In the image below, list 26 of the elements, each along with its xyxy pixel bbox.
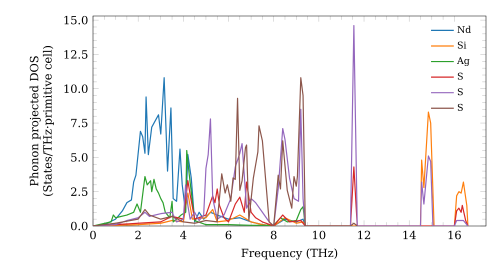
y-axis-title: Phonon projected DOS (States/THz·primitive cell) [30, 46, 54, 196]
x-tick-label: 0 [90, 230, 96, 240]
x-tick-label: 2 [135, 230, 141, 240]
x-tick-label: 14 [403, 230, 416, 240]
x-tick-label: 6 [226, 230, 232, 240]
x-axis-title: Frequency (THz) [242, 248, 338, 260]
y-tick-label: 2.5 [71, 187, 88, 196]
legend-label: Nd [458, 26, 471, 34]
y-tick-label: 7.5 [71, 118, 88, 128]
legend-label: Ag [457, 57, 470, 66]
y-tick-label: 12.5 [64, 50, 88, 59]
legend-label: S [458, 88, 463, 96]
x-tick-label: 8 [270, 230, 277, 240]
y-tick-label: 0.0 [71, 222, 88, 230]
x-tick-label: 16 [448, 230, 461, 240]
x-tick-label: 4 [180, 230, 186, 240]
line-series [93, 77, 358, 226]
legend-label: Si [458, 42, 466, 49]
y-tick-label: 10.0 [64, 84, 88, 94]
y-tick-label: 5.0 [71, 153, 88, 162]
line-series [93, 150, 306, 226]
y-tick-label: 15.0 [64, 16, 88, 24]
legend-label: S [458, 104, 463, 111]
legend-label: S [458, 72, 463, 80]
x-tick-label: 12 [358, 230, 370, 240]
x-tick-label: 10 [313, 230, 326, 240]
